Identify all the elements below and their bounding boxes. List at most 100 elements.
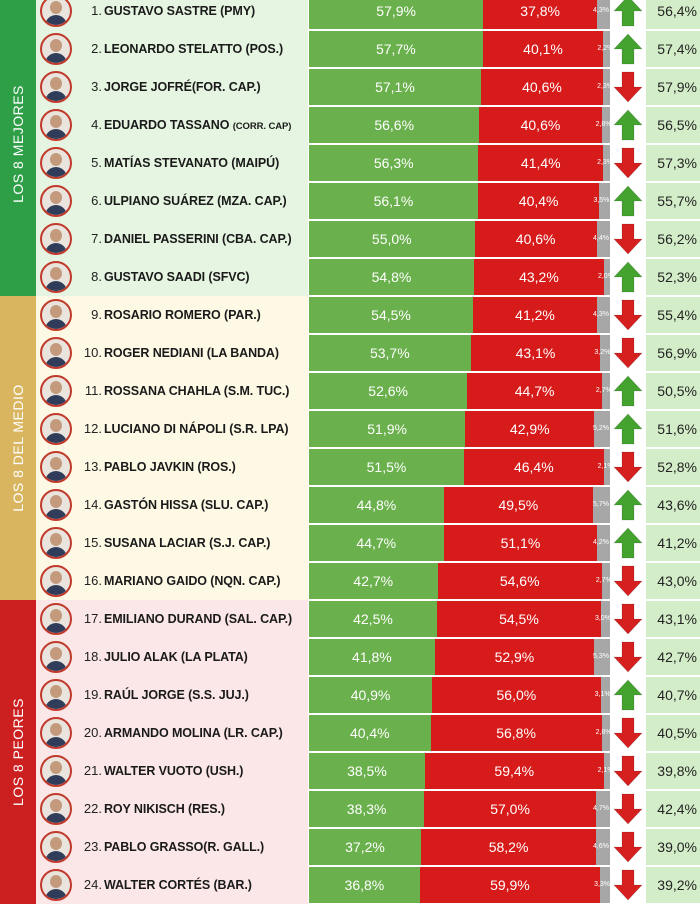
row-background: [36, 296, 308, 334]
candidate-name: GUSTAVO SASTRE (PMY): [104, 0, 308, 30]
stacked-bar: 56,6% 40,6% 2,8%: [309, 107, 612, 143]
stacked-bar: 57,1% 40,6% 2,3%: [309, 69, 613, 105]
candidate-name: ROSSANA CHAHLA (S.M. TUC.): [104, 372, 308, 410]
candidate-name-text: EMILIANO DURAND: [104, 612, 225, 626]
candidate-name-text: DANIEL PASSERINI: [104, 232, 222, 246]
ns-bar: [592, 487, 610, 523]
stacked-bar: 56,3% 41,4% 2,3%: [309, 145, 613, 181]
previous-value: 57,9%: [646, 69, 700, 105]
approval-label: 44,8%: [356, 497, 397, 513]
avatar: [40, 793, 72, 825]
candidate-city: (S.S. JUJ.): [188, 688, 249, 702]
approval-bar: [309, 335, 471, 371]
previous-value: 55,7%: [646, 183, 700, 219]
rank-number: 6.: [91, 193, 102, 208]
ns-bar: [595, 791, 610, 827]
trend-arrow-svg: [613, 527, 643, 559]
avatar-torso: [45, 281, 67, 291]
disapproval-bar: [473, 259, 604, 295]
disapproval-label: 59,9%: [490, 877, 530, 893]
approval-bar: [309, 639, 435, 675]
disapproval-label: 40,6%: [522, 79, 562, 95]
trend-arrow-svg: [613, 793, 643, 825]
disapproval-label: 40,4%: [518, 193, 559, 209]
approval-label: 54,5%: [371, 307, 411, 323]
group-band: [0, 296, 36, 600]
trend-arrow-svg: [613, 869, 643, 901]
rank-number: 15.: [83, 535, 102, 550]
avatar-head: [50, 457, 62, 470]
approval-label: 54,8%: [371, 269, 412, 285]
candidate-name-text: MATÍAS STEVANATO: [104, 156, 232, 170]
row-background: [36, 372, 308, 410]
candidate-name-text: WALTER VUOTO: [104, 764, 206, 778]
row-background: [36, 30, 308, 68]
row-background: [36, 0, 308, 30]
disapproval-bar: [443, 525, 598, 561]
disapproval-label: 44,7%: [514, 383, 555, 399]
trend-arrow-svg: [613, 147, 643, 179]
row-background: [36, 220, 308, 258]
avatar-head: [50, 115, 62, 128]
previous-value: 42,4%: [646, 791, 700, 827]
trend-arrow-shape: [613, 679, 643, 711]
avatar-torso: [45, 547, 67, 557]
candidate-name-text: ROSSANA CHAHLA: [104, 384, 224, 398]
avatar-torso: [45, 53, 67, 63]
arrow-up-icon: [610, 525, 646, 561]
trend-arrow-svg: [613, 185, 643, 217]
trend-arrow-svg: [613, 0, 643, 27]
table-row: 9. ROSARIO ROMERO (PAR.) 54,5% 41,2% 4,3% 55,…: [36, 296, 700, 334]
rank-number: 20.: [83, 725, 102, 740]
trend-arrow-svg: [613, 641, 643, 673]
disapproval-label: 52,9%: [494, 649, 535, 665]
candidate-name-text: ULPIANO SUÁREZ: [104, 194, 218, 208]
stacked-bar: 55,0% 40,6% 4,4%: [309, 221, 610, 257]
row-background: [36, 524, 308, 562]
disapproval-label: 58,2%: [488, 839, 529, 855]
table-row: 10. ROGER NEDIANI (LA BANDA) 53,7% 43,1% 3,2…: [36, 334, 700, 372]
avatar-head: [50, 381, 62, 394]
previous-value: 39,0%: [646, 829, 700, 865]
table-row: 1. GUSTAVO SASTRE (PMY) 57,9% 37,8% 4,3% 56,4…: [36, 0, 700, 30]
approval-label: 51,9%: [367, 421, 407, 437]
previous-value: 57,4%: [646, 31, 700, 67]
approval-bar: [309, 145, 479, 181]
disapproval-bar: [443, 487, 593, 523]
candidate-name: ROSARIO ROMERO (PAR.): [104, 296, 308, 334]
row-background: [36, 410, 308, 448]
candidate-name-text: SUSANA LACIAR: [104, 536, 210, 550]
arrow-down-icon: [610, 601, 646, 637]
stacked-bar: 57,7% 40,1% 2,2%: [309, 31, 613, 67]
approval-label: 56,1%: [373, 193, 414, 209]
candidate-name-text: RAÚL JORGE: [104, 688, 189, 702]
candidate-name: MARIANO GAIDO (NQN. CAP.): [104, 562, 308, 600]
rank-number: 11.: [84, 383, 102, 398]
candidate-name: JORGE JOFRÉ(FOR. CAP.): [104, 68, 308, 106]
rank-number: 10.: [83, 345, 102, 360]
avatar-torso: [45, 851, 67, 861]
rank-number: 18.: [83, 649, 102, 664]
table-row: 2. LEONARDO STELATTO (POS.) 57,7% 40,1% 2,2%…: [36, 30, 700, 68]
candidate-city: (PAR.): [224, 308, 261, 322]
avatar-torso: [45, 471, 67, 481]
table-row: 23. PABLO GRASSO(R. GALL.) 37,2% 58,2% 4,6% 3…: [36, 828, 700, 866]
disapproval-bar: [436, 601, 601, 637]
previous-value: 55,4%: [646, 297, 700, 333]
stacked-bar: 57,9% 37,8% 4,3%: [309, 0, 610, 29]
trend-arrow-shape: [613, 261, 643, 293]
candidate-name: GASTÓN HISSA (SLU. CAP.): [104, 486, 308, 524]
candidate-city: (FOR. CAP.): [191, 80, 261, 94]
approval-bar: [309, 297, 474, 333]
previous-value: 40,7%: [646, 677, 700, 713]
trend-arrow-shape: [613, 223, 643, 255]
approval-label: 57,7%: [375, 41, 416, 57]
trend-arrow-shape: [613, 717, 643, 749]
group-label-text: LOS 8 DEL MEDIO: [10, 384, 27, 512]
trend-arrow-shape: [613, 831, 643, 863]
stacked-bar: 38,3% 57,0% 4,7%: [309, 791, 610, 827]
candidate-city: (USH.): [205, 764, 244, 778]
stacked-bar: 56,1% 40,4% 3,5%: [309, 183, 610, 219]
table-row: 11. ROSSANA CHAHLA (S.M. TUC.) 52,6% 44,7% 2…: [36, 372, 700, 410]
trend-arrow-shape: [613, 489, 643, 521]
